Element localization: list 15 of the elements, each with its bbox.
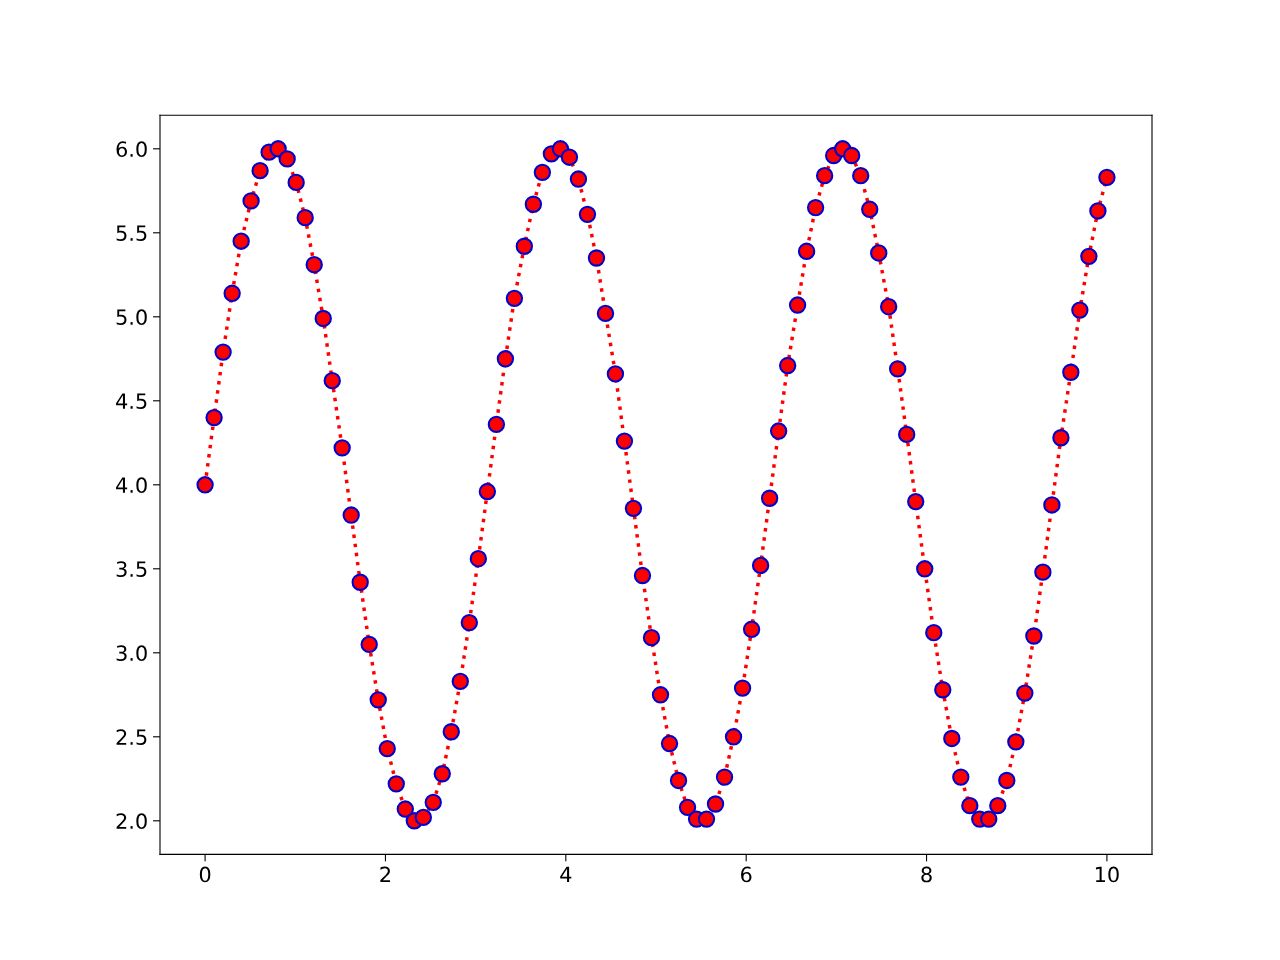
y-tick-label: 5.0	[116, 309, 147, 326]
y-tick-label: 2.0	[116, 813, 147, 830]
x-tick-label: 6	[741, 866, 752, 883]
x-tick-label: 2	[380, 866, 390, 883]
y-tick-label: 4.5	[116, 393, 147, 410]
x-tick-label: 8	[921, 866, 932, 883]
y-tick-label: 3.0	[116, 645, 147, 662]
y-tick-label: 5.5	[116, 225, 147, 242]
x-tick-label: 4	[560, 866, 572, 883]
y-tick-label: 6.0	[116, 141, 147, 158]
y-tick-label: 2.5	[116, 729, 147, 746]
x-tick-label: 10	[1095, 866, 1119, 883]
y-tick-label: 4.0	[116, 477, 147, 494]
x-tick-label: 0	[199, 866, 211, 883]
y-tick-label: 3.5	[116, 561, 147, 578]
